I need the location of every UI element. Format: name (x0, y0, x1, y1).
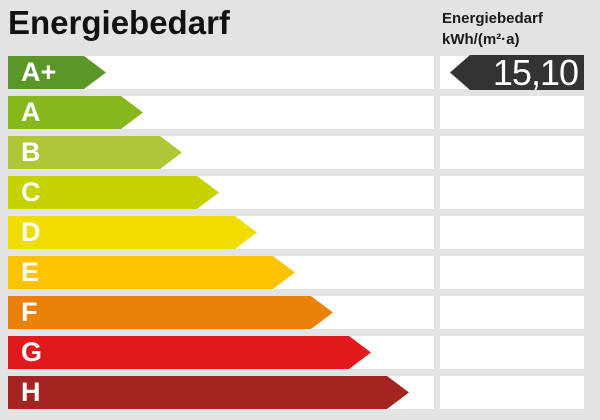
scale-row-value-cell (440, 336, 584, 369)
energy-band-label: A (21, 97, 41, 127)
energy-band-label: D (21, 217, 41, 247)
scale-row-value-cell (440, 136, 584, 169)
energy-band-arrow: D (8, 216, 257, 249)
energy-band-arrow: H (8, 376, 409, 409)
energy-band-label: B (21, 137, 41, 167)
energy-band-arrow: A (8, 96, 143, 129)
scale-row: H (0, 376, 600, 409)
scale-row-value-cell (440, 296, 584, 329)
unit-header: Energiebedarf kWh/(m²·a) (442, 8, 543, 50)
scale-row: E (0, 256, 600, 289)
unit-header-line1: Energiebedarf (442, 10, 543, 27)
scale-row-value-cell (440, 176, 584, 209)
energy-band-label: E (21, 257, 40, 287)
scale-row-value-cell (440, 256, 584, 289)
energy-band-arrow: F (8, 296, 333, 329)
scale-row: A (0, 96, 600, 129)
scale-row-value-cell (440, 216, 584, 249)
scale-row-value-cell (440, 96, 584, 129)
value-indicator-arrow: 15,10 (450, 55, 584, 90)
unit-header-line2: kWh/(m²·a) (442, 31, 520, 48)
energy-band-arrow: A+ (8, 56, 106, 89)
energy-band-label: G (21, 337, 43, 367)
scale-row: B (0, 136, 600, 169)
energy-band-label: F (21, 297, 38, 327)
energy-band-arrow: C (8, 176, 219, 209)
energy-band-label: A+ (21, 57, 57, 87)
page-title: Energiebedarf (8, 4, 230, 41)
energy-band-label: C (21, 177, 41, 207)
scale-row-value-cell (440, 376, 584, 409)
scale-row: C (0, 176, 600, 209)
energy-band-label: H (21, 377, 41, 407)
scale-row: G (0, 336, 600, 369)
energy-band-arrow: E (8, 256, 295, 289)
scale-row: F (0, 296, 600, 329)
energy-band-arrow: G (8, 336, 371, 369)
energy-band-arrow: B (8, 136, 182, 169)
scale-row: D (0, 216, 600, 249)
value-indicator-text: 15,10 (492, 52, 579, 93)
